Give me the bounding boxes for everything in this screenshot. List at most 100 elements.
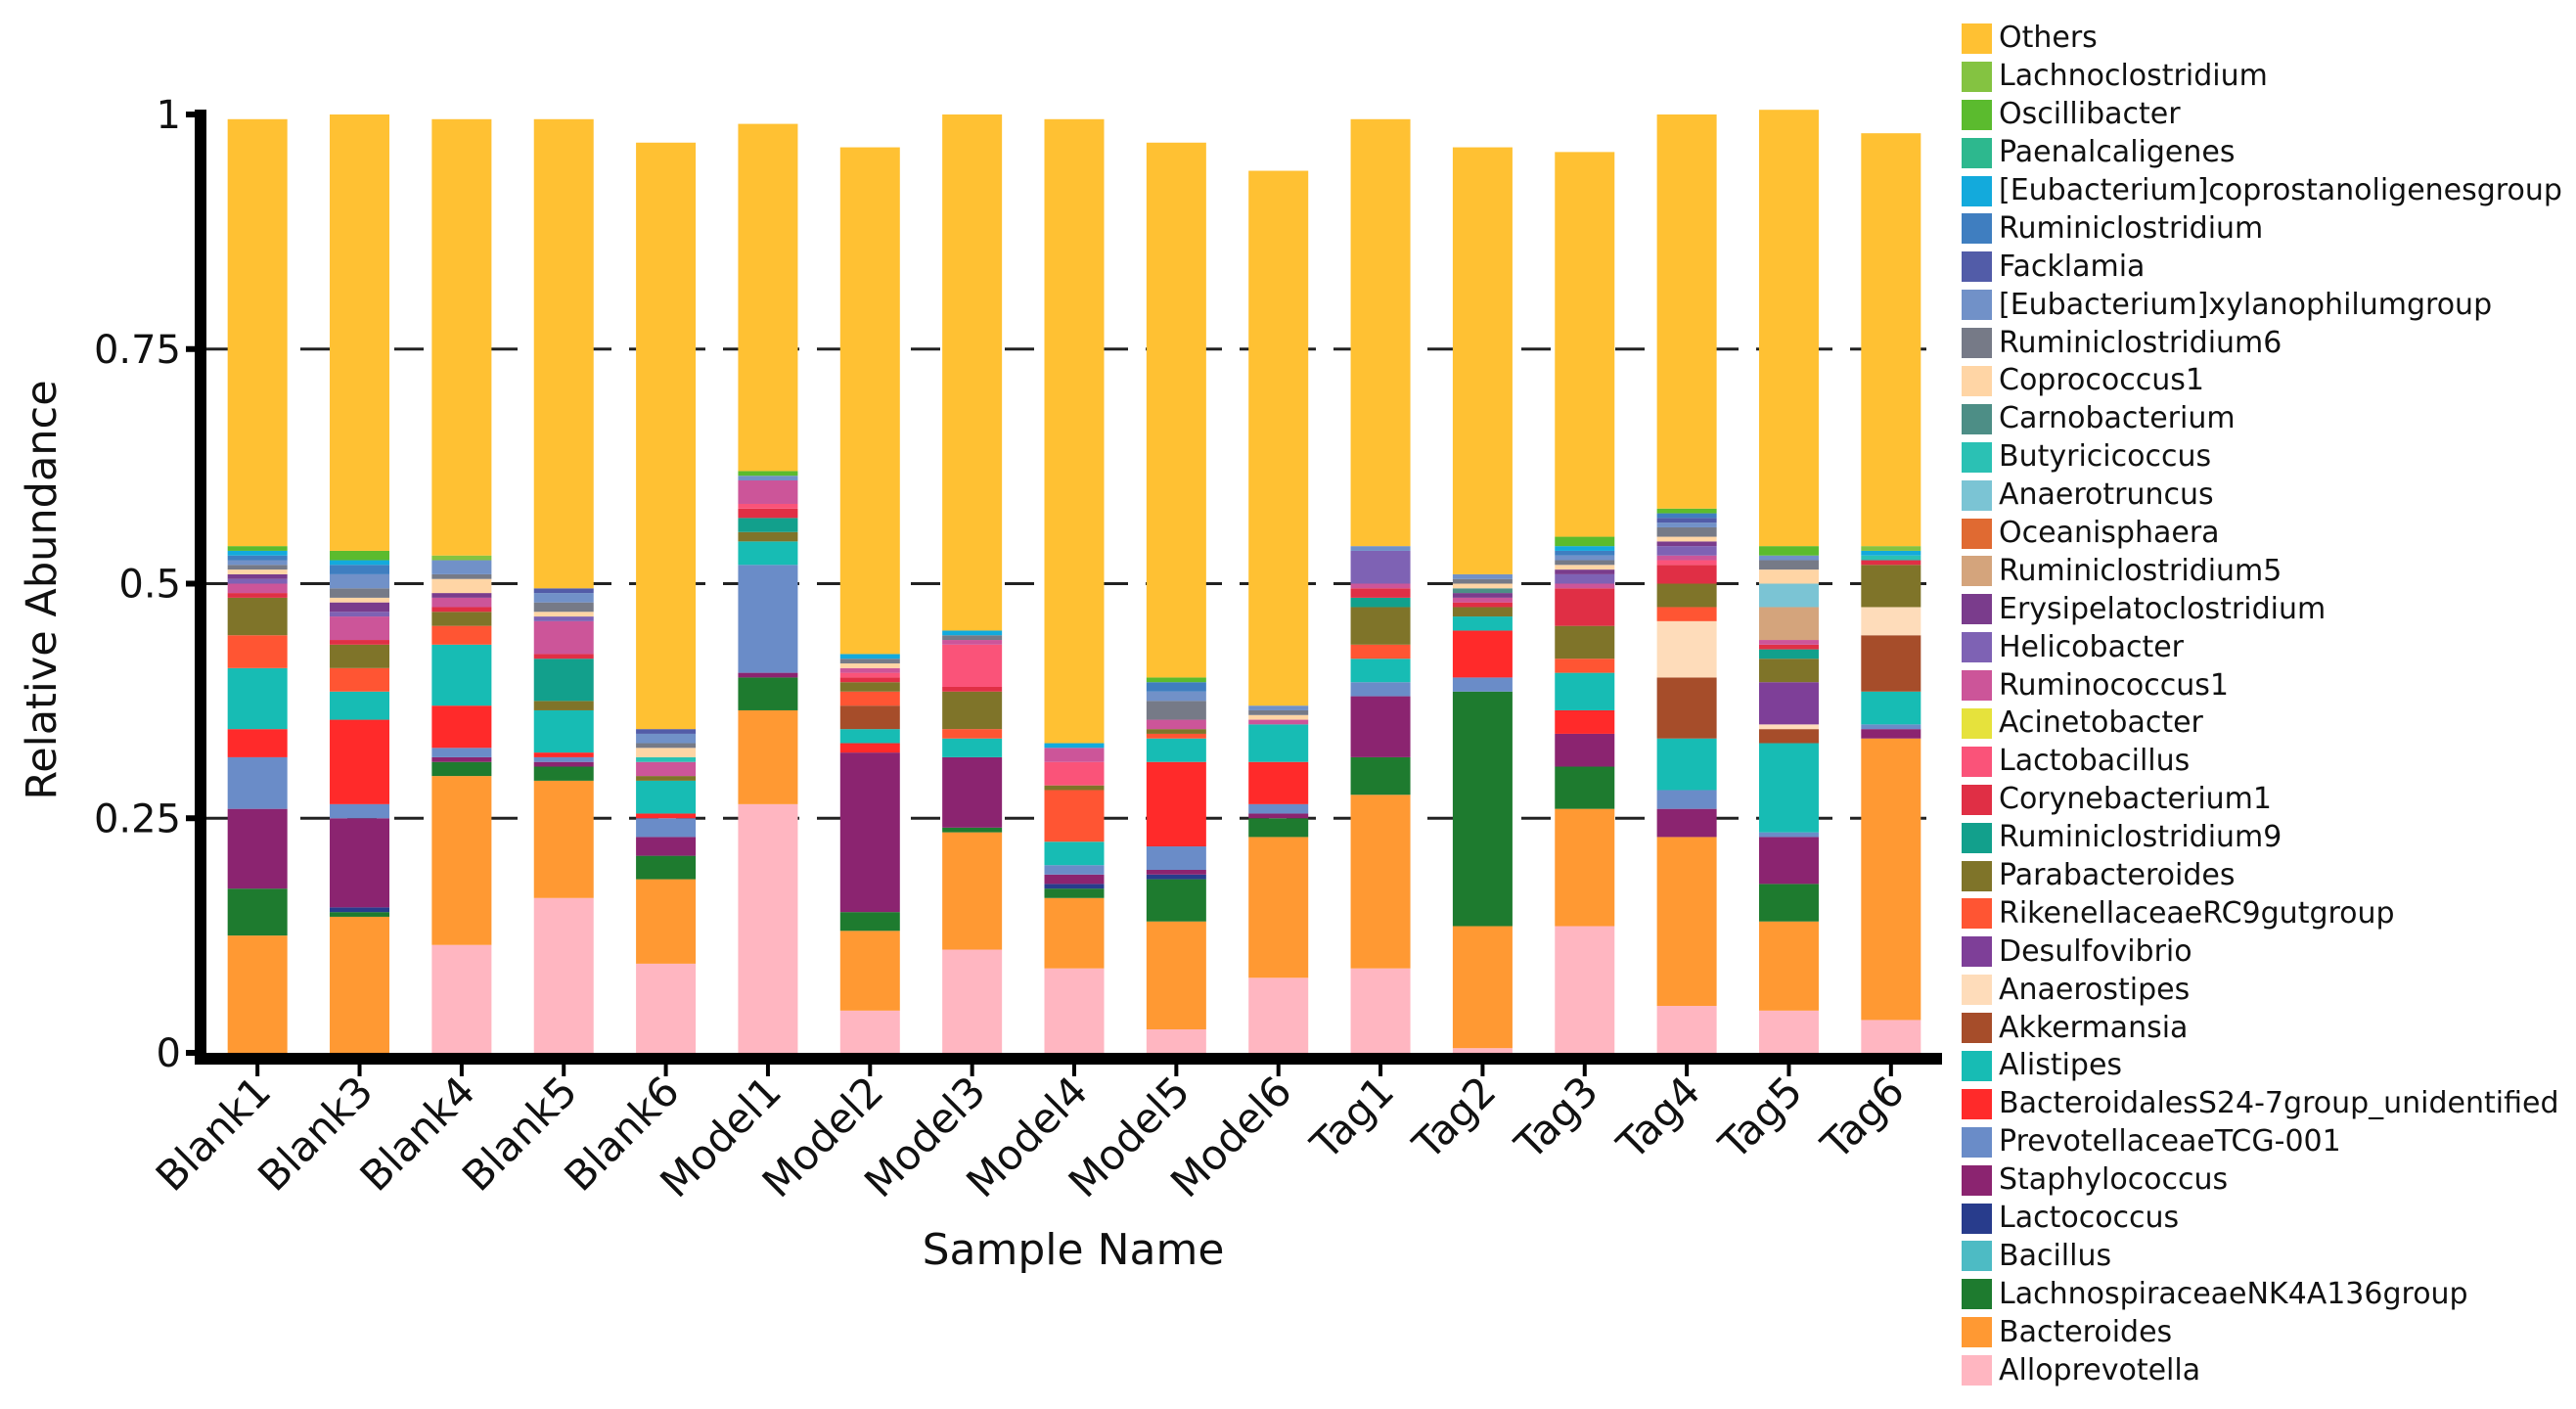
bar-segment-alistipes [1861,691,1921,725]
bar-segment-prevotellaceaetcg-001 [636,818,697,838]
bar-segment-bacteroidaless24-7group-unidentified [330,719,390,804]
bar-segment-ruminococcus1 [636,761,697,777]
bar-segment--eubacterium-coprostanoligenesgroup [942,630,1003,636]
legend: Others Lachnoclostridium Oscillibacter Paen… [1962,20,2562,1389]
legend-label: Erysipelatoclostridium [1999,591,2327,626]
bar-segment--eubacterium-xylanophilumgroup [1656,523,1717,527]
bar-segment-lachnospiraceaenk4a136group [1248,818,1309,838]
bar-segment-parabacteroides [227,597,288,636]
bar-stack-model4 [1044,118,1105,1053]
legend-label: Others [1999,21,2098,56]
bar-segment-bacteroides [1044,897,1105,969]
bar-segment-facklamia [533,588,594,594]
bar-stack-tag5 [1758,110,1819,1053]
bar-segment-alistipes [227,667,288,730]
bar-segment-others [738,123,798,472]
bar-segment-parabacteroides [1452,607,1513,617]
bar-segment--eubacterium-xylanophilumgroup [1758,555,1819,561]
bar-segment-bacteroides [1350,795,1411,969]
legend-label: Akkermansia [1999,1010,2189,1045]
bar-segment-lactococcus [1146,874,1206,880]
bar-segment-rikenellaceaerc9gutgroup [1146,733,1206,739]
legend-item: Ruminiclostridium5 [1962,552,2562,590]
legend-swatch [1962,1088,1992,1119]
bar-segment-parabacteroides [533,701,594,710]
x-axis-label: Sample Name [923,1225,1225,1275]
legend-label: Desulfovibrio [1999,933,2192,969]
bar-segment-akkermansia [1758,729,1819,744]
bar-segment-others [1044,118,1105,744]
y-tick-label: 0.75 [94,328,181,373]
legend-item: Coprococcus1 [1962,362,2562,400]
bar-segment-anaerostipes [1656,620,1717,678]
bar-segment-alistipes [1555,672,1615,710]
bar-segment-coprococcus1 [839,663,900,668]
bar-segment-parabacteroides [1656,583,1717,608]
legend-label: LachnospiraceaeNK4A136group [1999,1276,2468,1311]
bar-segment-akkermansia [1656,677,1717,739]
legend-item: Butyricicoccus [1962,438,2562,477]
bar-segment-oscillibacter [738,471,798,477]
legend-item: PrevotellaceaeTCG-001 [1962,1123,2562,1161]
bar-segment-prevotellaceaetcg-001 [738,565,798,673]
legend-item: Lactobacillus [1962,743,2562,781]
bar-segment-bacteroidaless24-7group-unidentified [1555,709,1615,734]
bar-segment-alistipes [738,541,798,566]
bar-segment-alloprevotella [1452,1048,1513,1053]
bar-segment-erysipelatoclostridium [431,593,492,598]
bar-segment-alloprevotella [1248,977,1309,1053]
bar-segment-lactococcus [1044,884,1105,889]
bar-segment-others [1248,170,1309,706]
bar-stack-tag3 [1555,152,1615,1053]
bar-segment--eubacterium-coprostanoligenesgroup [227,550,288,556]
legend-swatch [1962,23,1992,54]
bar-segment-ruminiclostridium9 [738,518,798,532]
legend-item: Helicobacter [1962,628,2562,666]
legend-label: Staphylococcus [1999,1162,2229,1198]
bar-segment-ruminiclostridium [1656,513,1717,519]
bar-segment--eubacterium-xylanophilumgroup [1350,546,1411,551]
bar-segment-ruminococcus1 [942,640,1003,645]
bar-segment-others [1146,142,1206,678]
bars [227,110,1921,1053]
bar-segment-oscillibacter [1758,546,1819,556]
legend-swatch [1962,594,1992,625]
bar-segment-bacteroides [1146,921,1206,1030]
bar-segment-ruminiclostridium [227,555,288,561]
bar-segment-coprococcus1 [636,748,697,757]
bar-segment-staphylococcus [1146,869,1206,875]
bar-segment-corynebacterium1 [1350,588,1411,598]
bar-segment-others [1758,110,1819,547]
bar-segment-alloprevotella [431,944,492,1053]
bar-segment-ruminiclostridium6 [942,635,1003,641]
legend-label: Helicobacter [1999,629,2185,664]
bar-segment-alistipes [636,780,697,814]
legend-item: Desulfovibrio [1962,932,2562,971]
bar-segment-lachnospiraceaenk4a136group [942,827,1003,833]
bar-segment-staphylococcus [839,752,900,913]
bar-segment-alistipes [330,691,390,720]
y-tick-label: 0.5 [118,563,181,608]
bar-segment-corynebacterium1 [227,593,288,598]
legend-swatch [1962,251,1992,283]
legend-item: Carnobacterium [1962,400,2562,438]
legend-label: Acinetobacter [1999,705,2203,741]
bar-segment-lachnospiraceaenk4a136group [330,912,390,917]
bar-segment-bacteroidaless24-7group-unidentified [431,705,492,749]
bar-stack-model3 [942,114,1003,1053]
legend-label: Carnobacterium [1999,401,2236,436]
bar-segment-prevotellaceaetcg-001 [1758,832,1819,838]
bar-stack-blank6 [636,142,697,1053]
bar-segment-prevotellaceaetcg-001 [227,756,288,809]
bar-segment-facklamia [636,729,697,734]
legend-item: Facklamia [1962,248,2562,286]
legend-label: [Eubacterium]coprostanoligenesgroup [1999,173,2562,207]
bar-segment-others [330,114,390,551]
legend-swatch [1962,1013,1992,1044]
bar-segment-alloprevotella [1146,1029,1206,1053]
bar-segment-erysipelatoclostridium [1656,541,1717,547]
bar-segment-ruminococcus1 [1044,748,1105,762]
bar-segment-others [1452,147,1513,574]
legend-label: BacteroidalesS24-7group_unidentified [1999,1086,2559,1121]
legend-item: Paenalcaligenes [1962,134,2562,172]
